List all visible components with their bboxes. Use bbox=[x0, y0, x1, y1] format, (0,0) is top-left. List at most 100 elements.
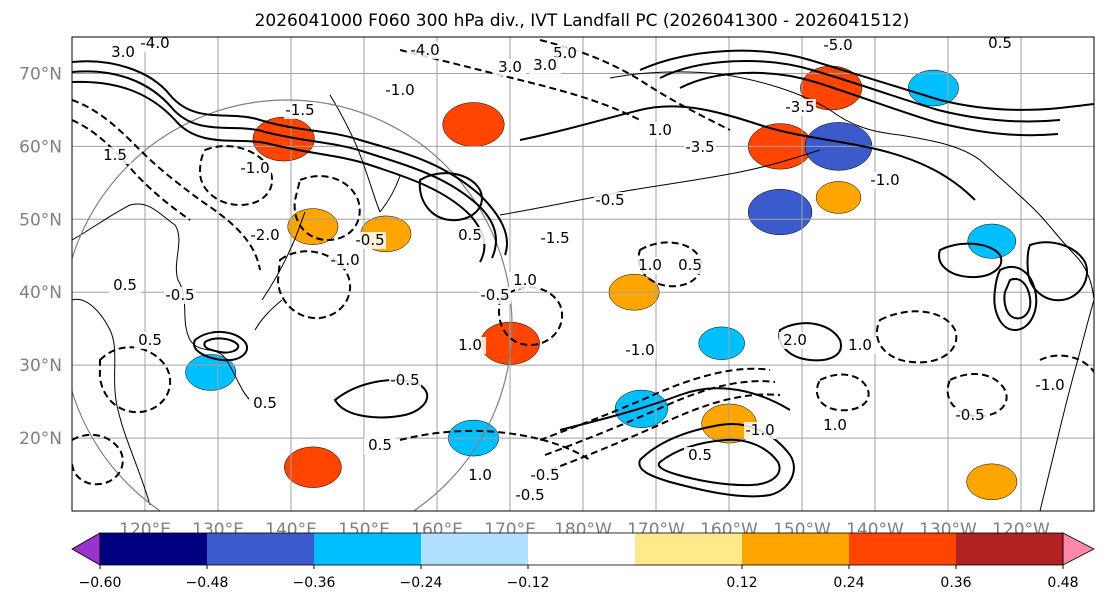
contour-label-bg bbox=[329, 252, 361, 269]
contour-label: -1.0 bbox=[870, 171, 899, 189]
contour-label-bg bbox=[644, 122, 676, 139]
shaded-region-edge bbox=[297, 456, 330, 478]
lat-tick-label: 20°N bbox=[19, 429, 62, 449]
colorbar-tick-label: 0.24 bbox=[833, 575, 864, 591]
contour-label-bg bbox=[529, 467, 561, 484]
contour-label-bg bbox=[684, 447, 716, 464]
contour-line bbox=[333, 379, 429, 419]
contour-label-bg bbox=[594, 192, 626, 209]
contour-line bbox=[276, 250, 351, 320]
contour-label: -4.0 bbox=[140, 34, 169, 52]
contour-label-bg bbox=[869, 172, 901, 189]
contour-label: -1.0 bbox=[625, 341, 654, 359]
contour-label: 0.5 bbox=[368, 436, 392, 454]
contour-label: 1.0 bbox=[648, 121, 672, 139]
contour-line bbox=[72, 433, 124, 486]
contour-line bbox=[539, 367, 771, 441]
colorbar-tick-label: −0.60 bbox=[79, 575, 122, 591]
contour-label-bg bbox=[249, 227, 281, 244]
contour-line bbox=[72, 80, 486, 263]
contour-label: -0.5 bbox=[390, 371, 419, 389]
contour-label: 3.0 bbox=[111, 43, 135, 61]
contour-line bbox=[198, 145, 273, 207]
contour-label: -2.0 bbox=[250, 226, 279, 244]
contour-label-bg bbox=[239, 160, 271, 177]
contour-line bbox=[657, 438, 781, 487]
contour-line bbox=[544, 380, 776, 456]
contour-label-bg bbox=[539, 230, 571, 247]
contour-label: 0.5 bbox=[688, 446, 712, 464]
colorbar-segment bbox=[849, 533, 956, 565]
colorbar-tick-label: −0.48 bbox=[186, 575, 229, 591]
contour-line bbox=[1003, 278, 1032, 320]
colorbar-extend-low bbox=[71, 532, 101, 566]
colorbar: −0.60 −0.48 −0.36 −0.24 −0.12 0.12 0.24 0.36 0.4… bbox=[71, 532, 1095, 591]
contour-label: -0.5 bbox=[955, 406, 984, 424]
contour-label: -1.0 bbox=[385, 81, 414, 99]
shaded-region bbox=[698, 326, 745, 360]
contour-label: 0.5 bbox=[253, 394, 277, 412]
lat-tick-label: 30°N bbox=[19, 356, 62, 376]
contour-label-bg bbox=[109, 277, 141, 294]
contour-label: -1.0 bbox=[240, 159, 269, 177]
contour-label-bg bbox=[364, 437, 396, 454]
contour-line bbox=[72, 119, 191, 221]
colorbar-segment bbox=[742, 533, 849, 565]
contour-line bbox=[638, 423, 795, 498]
contour-label: 3.0 bbox=[533, 56, 557, 74]
colorbar-segment bbox=[956, 533, 1063, 565]
coastline-northamerica bbox=[1039, 299, 1094, 511]
contour-line bbox=[938, 242, 1003, 279]
contour-label: 2.0 bbox=[783, 331, 807, 349]
contour-label-bg bbox=[454, 227, 486, 244]
shaded-region bbox=[747, 188, 813, 236]
contour-label-bg bbox=[634, 257, 666, 274]
colorbar-segment bbox=[528, 533, 635, 565]
contour-label: -0.5 bbox=[480, 286, 509, 304]
lat-tick-label: 60°N bbox=[19, 137, 62, 157]
contour-label-bg bbox=[514, 487, 546, 504]
contour-label: -5.0 bbox=[823, 36, 852, 54]
contour-label-bg bbox=[454, 337, 486, 354]
shaded-region-edge bbox=[456, 112, 491, 136]
contour-label: -0.5 bbox=[595, 191, 624, 209]
contour-label-bg bbox=[624, 342, 656, 359]
contour-line bbox=[1026, 241, 1088, 302]
map-area: -4.03.0 -4.0 5.0 -5.03.0-3.51.5-1.0-1.50.5-… bbox=[72, 34, 1094, 511]
shaded-region bbox=[907, 69, 959, 107]
contour-label-bg bbox=[1034, 377, 1066, 394]
contour-line bbox=[659, 60, 1061, 123]
contour-label-bg bbox=[389, 372, 421, 389]
contour-label: 0.5 bbox=[458, 226, 482, 244]
coastline-japan bbox=[254, 211, 306, 331]
colorbar-segment bbox=[100, 533, 207, 565]
contour-label-bg bbox=[409, 42, 441, 59]
coastline-kamchatka bbox=[329, 94, 401, 213]
contour-label: -3.5 bbox=[685, 138, 714, 156]
contour-line bbox=[203, 337, 240, 354]
coastline-alaska bbox=[609, 71, 1094, 301]
contour-label: 0.5 bbox=[678, 256, 702, 274]
contour-line bbox=[72, 70, 497, 259]
coastline-aleutians bbox=[499, 149, 821, 216]
contour-label-bg bbox=[509, 272, 541, 289]
contour-label-bg bbox=[779, 332, 811, 349]
contour-line bbox=[519, 105, 976, 201]
colorbar-tick-label: 0.48 bbox=[1047, 575, 1078, 591]
colorbar-segment bbox=[314, 533, 421, 565]
contour-label: -1.0 bbox=[1035, 376, 1064, 394]
lat-tick-label: 70°N bbox=[19, 64, 62, 84]
shaded-region bbox=[284, 446, 342, 488]
contour-label: -1.0 bbox=[330, 251, 359, 269]
coastline-asia bbox=[72, 203, 251, 506]
contour-label: -3.5 bbox=[785, 98, 814, 116]
contour-label-bg bbox=[354, 232, 386, 249]
contour-line bbox=[875, 310, 958, 364]
contour-label: 1.0 bbox=[638, 256, 662, 274]
contour-line bbox=[72, 99, 261, 271]
contour-label-bg bbox=[844, 337, 876, 354]
contour-label-bg bbox=[164, 287, 196, 304]
shaded-region bbox=[185, 354, 237, 391]
contour-label-bg bbox=[479, 287, 511, 304]
shaded-region bbox=[287, 208, 339, 245]
